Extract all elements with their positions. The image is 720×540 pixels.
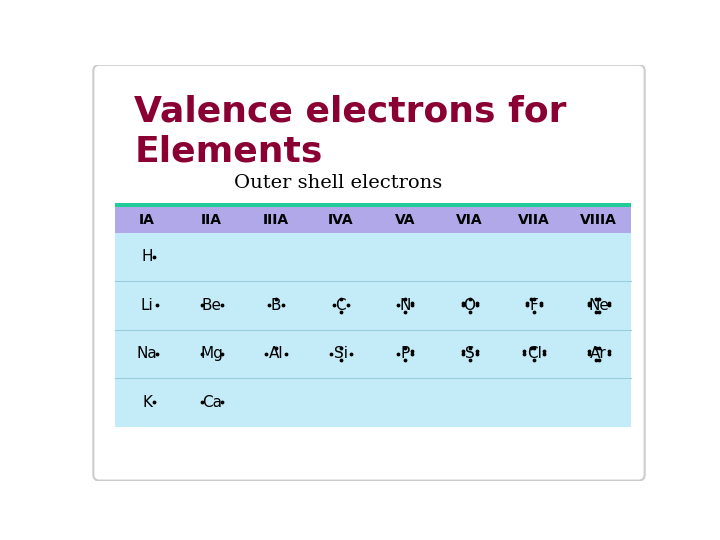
Text: Elements: Elements (134, 134, 323, 168)
Text: IVA: IVA (328, 213, 354, 227)
Text: Outer shell electrons: Outer shell electrons (234, 174, 443, 192)
Text: VA: VA (395, 213, 415, 227)
Text: Ar: Ar (590, 347, 607, 361)
Text: Al: Al (269, 347, 284, 361)
Text: H: H (141, 249, 153, 265)
Text: Si: Si (333, 347, 348, 361)
Text: F: F (530, 298, 539, 313)
Text: VIIA: VIIA (518, 213, 550, 227)
Text: IIA: IIA (201, 213, 222, 227)
Text: S: S (464, 347, 474, 361)
Text: Cl: Cl (526, 347, 541, 361)
Text: Be: Be (202, 298, 222, 313)
FancyBboxPatch shape (94, 65, 644, 481)
Bar (115, 233, 631, 427)
Bar (115, 207, 631, 233)
Text: Li: Li (141, 298, 153, 313)
Text: O: O (464, 298, 476, 313)
Text: N: N (400, 298, 411, 313)
Text: K: K (142, 395, 152, 410)
Text: Ca: Ca (202, 395, 222, 410)
Text: Ne: Ne (588, 298, 609, 313)
Text: P: P (400, 347, 410, 361)
Text: C: C (336, 298, 346, 313)
Text: IIIA: IIIA (263, 213, 289, 227)
Bar (115, 204, 631, 207)
Text: VIA: VIA (456, 213, 483, 227)
Text: IA: IA (139, 213, 155, 227)
Text: Valence electrons for: Valence electrons for (134, 94, 567, 128)
Text: Na: Na (137, 347, 158, 361)
Text: VIIIA: VIIIA (580, 213, 617, 227)
Text: B: B (271, 298, 282, 313)
Text: Mg: Mg (200, 347, 223, 361)
